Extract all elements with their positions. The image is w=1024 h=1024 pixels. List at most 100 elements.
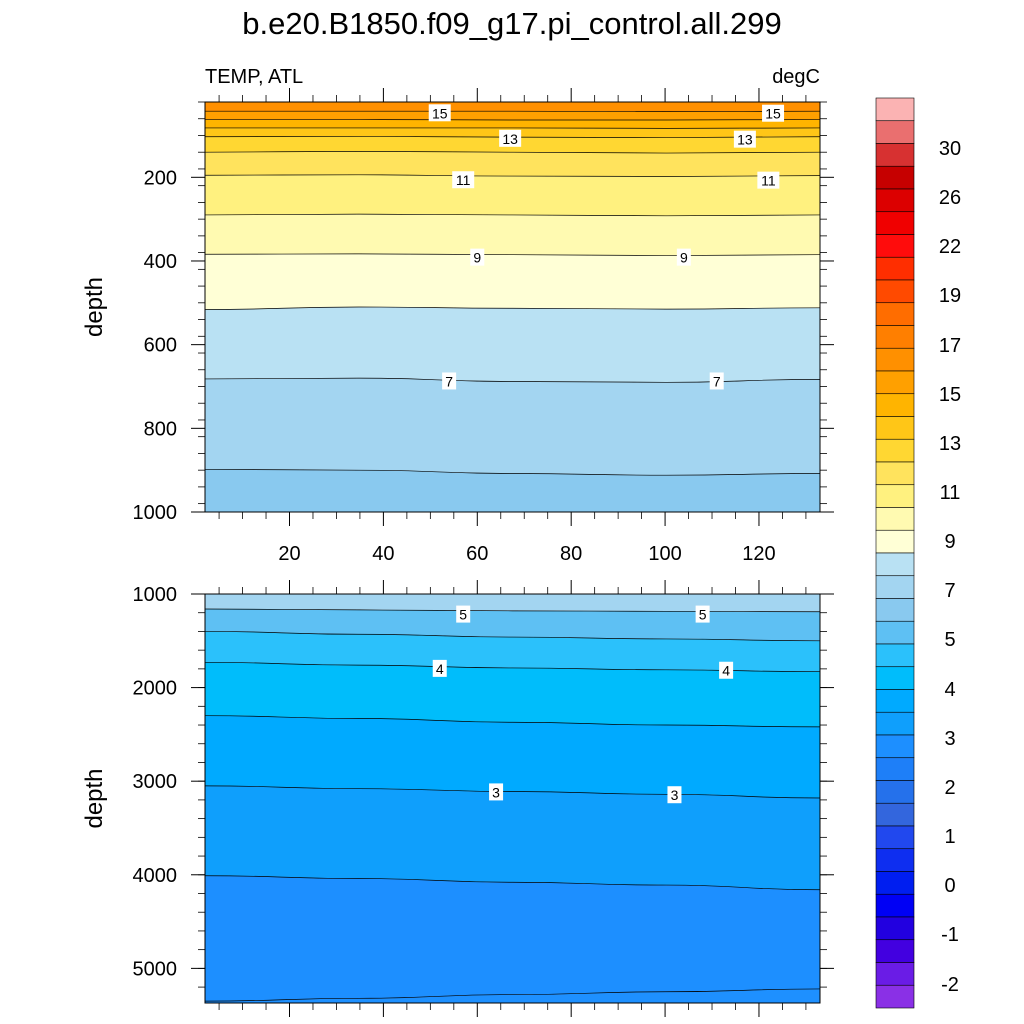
colorbar-label: 11 <box>940 482 961 504</box>
colorbar-swatch <box>875 370 915 395</box>
contour-band <box>205 715 820 799</box>
contour-band <box>205 785 820 890</box>
contour-band <box>205 253 820 310</box>
colorbar-swatch <box>875 575 915 599</box>
units-label: degC <box>772 66 820 88</box>
x-tick-label: 20 <box>278 543 300 565</box>
colorbar-swatch <box>875 643 915 668</box>
colorbar-swatch <box>875 984 915 1009</box>
contour-band <box>205 469 820 512</box>
contour-band <box>205 608 820 641</box>
contour-band <box>205 102 820 112</box>
contour-label: 7 <box>445 373 453 389</box>
colorbar-swatch <box>875 507 915 531</box>
contour-label-bg <box>432 659 447 677</box>
contour-label-bg <box>456 605 471 623</box>
contour-band <box>205 151 820 177</box>
y-tick-label: 1000 <box>133 502 178 524</box>
colorbar-swatch <box>875 848 915 872</box>
colorbar-label: 13 <box>939 433 961 455</box>
x-tick-label: 40 <box>372 543 394 565</box>
contour-band <box>205 875 820 1002</box>
colorbar-swatch <box>875 347 915 372</box>
y-axis-label: depth <box>81 277 108 337</box>
colorbar-swatch <box>875 302 915 326</box>
colorbar-label: 19 <box>939 285 961 307</box>
contour-label-bg <box>757 171 780 189</box>
contour-line <box>205 988 820 1002</box>
colorbar-label: 0 <box>944 875 955 897</box>
contour-label: 3 <box>671 787 679 803</box>
colorbar-swatch <box>875 416 915 440</box>
contour-label: 4 <box>722 663 730 679</box>
contour-label: 11 <box>456 172 471 188</box>
contour-label: 11 <box>761 173 776 189</box>
colorbar-swatch <box>875 825 915 850</box>
colorbar-label: 22 <box>939 236 961 258</box>
colorbar-swatch <box>875 962 915 986</box>
x-tick-label: 100 <box>648 543 681 565</box>
contour-label-bg <box>695 605 710 623</box>
contour-label: 13 <box>502 131 518 147</box>
contour-label: 9 <box>680 250 688 266</box>
contour-label-bg <box>499 129 522 147</box>
contour-band <box>205 594 820 612</box>
contour-label: 15 <box>432 105 448 121</box>
plot-frame <box>204 593 821 1004</box>
colorbar-swatch <box>875 689 915 713</box>
x-tick-label: 60 <box>466 543 488 565</box>
contour-line <box>205 468 820 476</box>
colorbar-swatch <box>875 893 915 918</box>
colorbar: 30 26 22 19 17 15 13 11 9 7 5 4 3 2 1 0 -1 -2 <box>875 97 961 1009</box>
contour-label: 7 <box>713 373 721 389</box>
contour-line <box>205 253 820 256</box>
colorbar-swatch <box>875 620 915 645</box>
contour-label-bg <box>452 171 475 189</box>
colorbar-swatch <box>875 211 915 235</box>
colorbar-label: -1 <box>941 924 959 946</box>
colorbar-label: 26 <box>939 187 961 209</box>
colorbar-label: 7 <box>944 580 955 602</box>
contour-line <box>205 174 820 177</box>
colorbar-swatch <box>875 279 915 304</box>
colorbar-label: 15 <box>939 384 961 406</box>
colorbar-swatch <box>875 165 915 190</box>
y-tick-label: 5000 <box>133 958 178 980</box>
contour-label-bg <box>667 786 682 804</box>
contour-band <box>205 307 820 383</box>
colorbar-swatch <box>875 711 915 736</box>
contour-line <box>205 875 820 891</box>
colorbar-swatch <box>875 188 915 213</box>
y-tick-label: 2000 <box>133 678 178 700</box>
contour-label-bg <box>489 783 504 801</box>
y-tick-label: 400 <box>144 251 177 273</box>
colorbar-swatch <box>875 734 915 759</box>
contour-band <box>205 631 820 672</box>
colorbar-swatch <box>875 461 915 486</box>
colorbar-swatch <box>875 598 915 622</box>
chart-title: b.e20.B1850.f09_g17.pi_control.all.299 <box>242 6 782 41</box>
y-tick-label: 3000 <box>133 771 178 793</box>
y-tick-label: 200 <box>144 167 177 189</box>
colorbar-swatch <box>875 780 915 804</box>
contour-band <box>205 174 820 216</box>
colorbar-swatch <box>875 757 915 781</box>
contour-label: 15 <box>765 106 781 122</box>
contour-label-bg <box>709 372 724 390</box>
x-tick-label: 80 <box>560 543 582 565</box>
colorbar-swatch <box>875 871 915 895</box>
contour-line <box>205 608 820 613</box>
colorbar-swatch <box>875 438 915 463</box>
plot-frame <box>204 101 821 513</box>
colorbar-swatch <box>875 939 915 963</box>
colorbar-label: 3 <box>944 728 955 750</box>
lower-panel: 5 5 4 4 3 3 1000 2000 3000 4000 5000 depth <box>81 580 834 1017</box>
contour-label-bg <box>442 372 457 390</box>
colorbar-swatch <box>875 552 915 577</box>
colorbar-label: 2 <box>944 777 955 799</box>
variable-label: TEMP, ATL <box>205 66 303 88</box>
y-tick-label: 800 <box>144 418 177 440</box>
contour-label-bg <box>762 104 785 122</box>
colorbar-swatch <box>875 97 915 122</box>
